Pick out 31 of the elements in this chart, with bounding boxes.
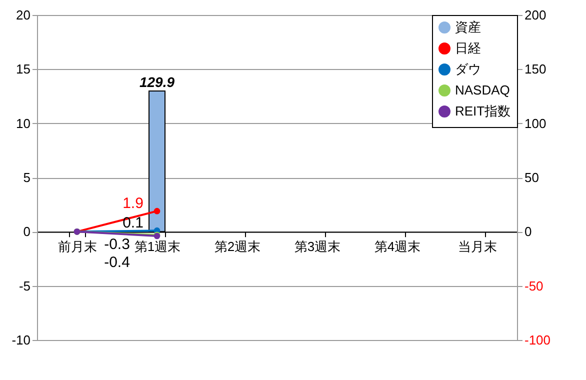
y2-tick-label: 50 xyxy=(524,170,539,185)
y2-tick-label: -100 xyxy=(524,332,551,348)
y-tick-label: 15 xyxy=(16,62,30,77)
y-tick-label: 5 xyxy=(23,170,30,185)
y-tick-label: -10 xyxy=(12,332,30,348)
y-tick-label: 10 xyxy=(16,116,30,131)
y2-tick-label: 100 xyxy=(524,116,546,131)
legend-label: ダウ xyxy=(455,62,481,76)
y2-tick-label: -50 xyxy=(524,278,544,294)
data-label: 1.9 xyxy=(122,195,144,212)
point xyxy=(154,208,160,214)
y2-tick-label: 200 xyxy=(524,8,546,22)
x-tick-label: 第2週末 xyxy=(214,239,261,254)
y2-tick-label: 0 xyxy=(524,224,532,240)
data-label: 129.9 xyxy=(139,74,175,90)
y-tick-label: 0 xyxy=(23,224,30,240)
legend-label: 日経 xyxy=(455,40,481,56)
legend-label: REIT指数 xyxy=(455,104,511,118)
x-tick-label: 当月末 xyxy=(458,239,497,254)
y-tick-label: -5 xyxy=(18,278,30,294)
y2-tick-label: 150 xyxy=(524,62,546,77)
x-tick-label: 前月末 xyxy=(58,239,97,254)
x-tick-label: 第3週末 xyxy=(294,239,341,254)
legend-label: NASDAQ xyxy=(455,82,510,98)
x-tick-label: 第1週末 xyxy=(134,239,181,254)
data-label: 0.1 xyxy=(122,214,144,232)
x-tick-label: 第4週末 xyxy=(374,239,421,254)
data-label: -0.4 xyxy=(104,254,130,271)
data-label: -0.3 xyxy=(104,236,130,253)
y-tick-label: 20 xyxy=(16,8,30,22)
legend-label: 資産 xyxy=(455,20,481,34)
